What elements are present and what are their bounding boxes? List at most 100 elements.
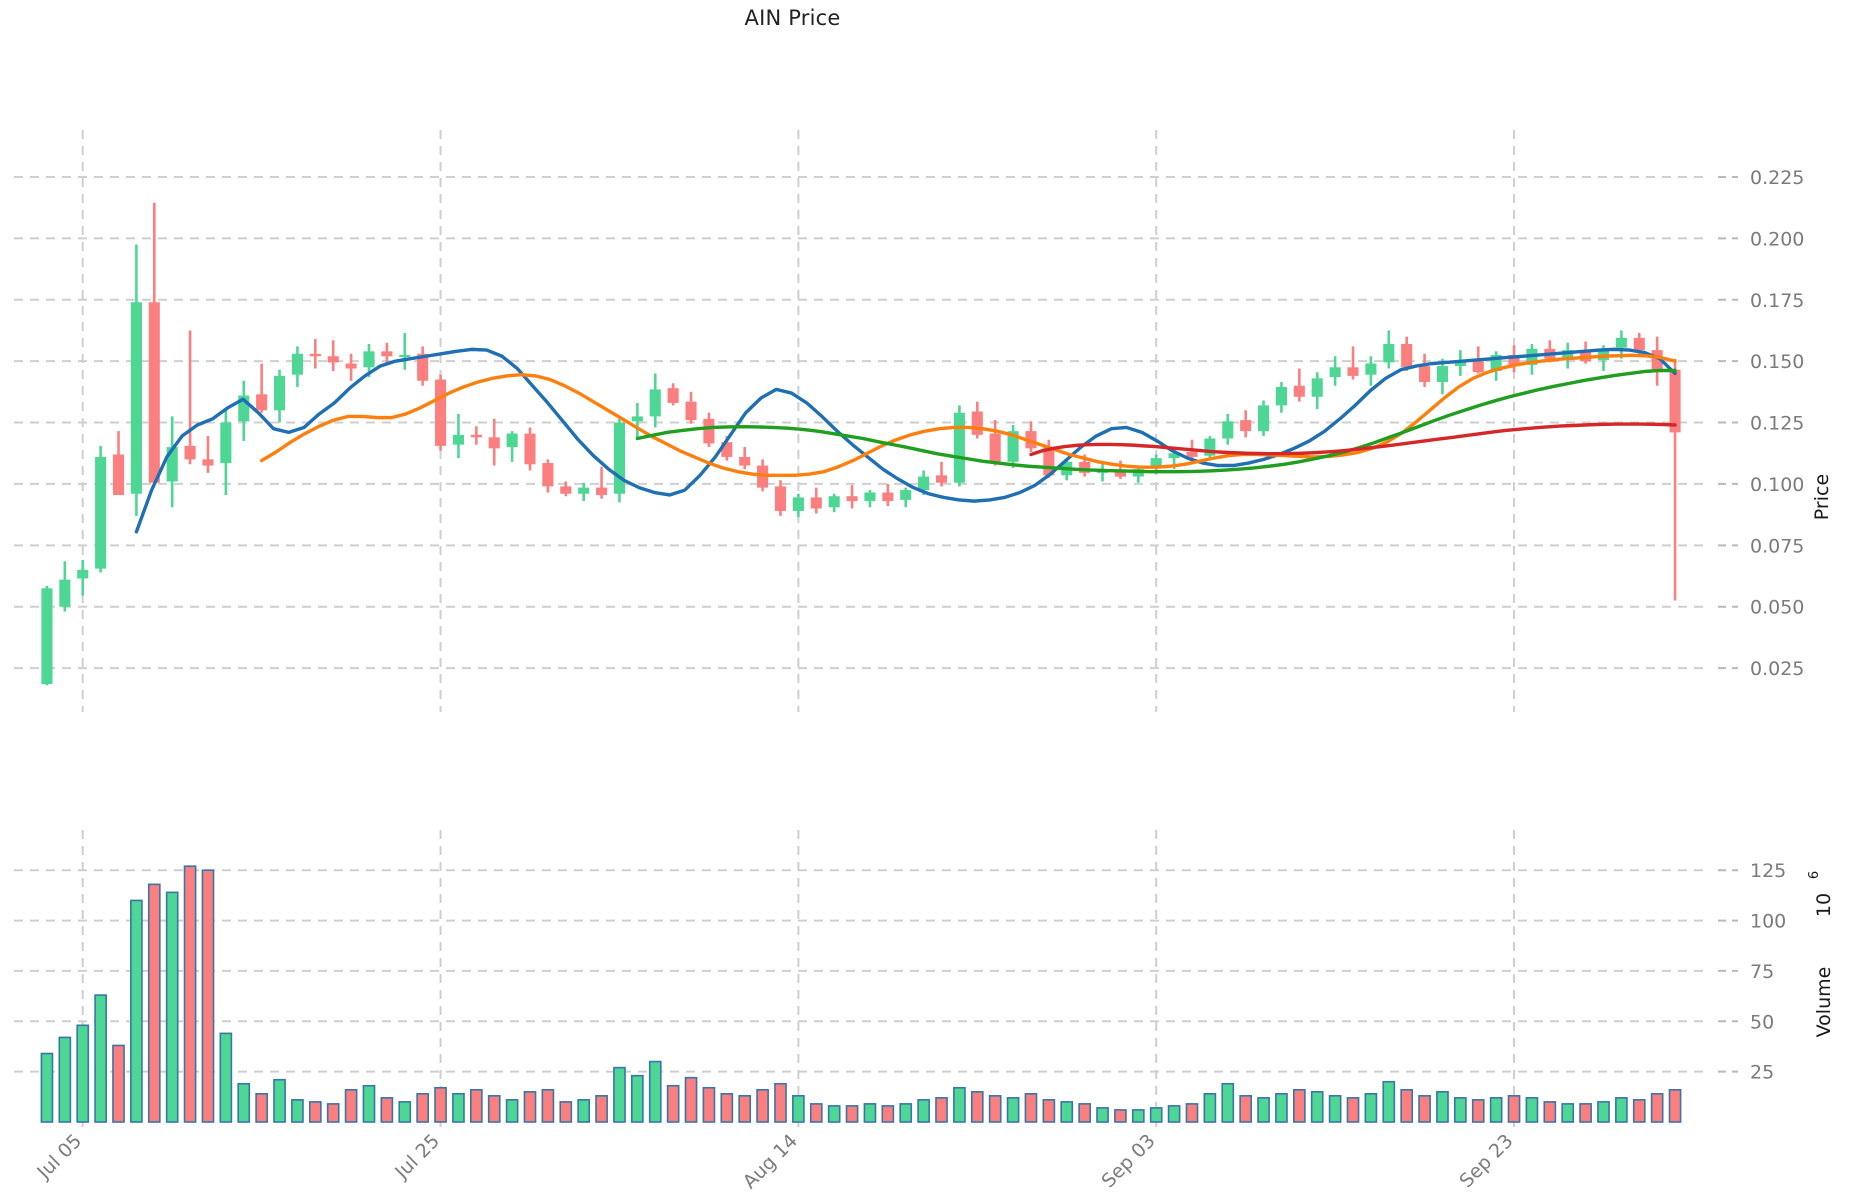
volume-bar xyxy=(523,1090,537,1123)
volume-axis-title: Volume 10 6 xyxy=(1807,871,1835,1037)
candle-body xyxy=(739,456,751,466)
candle-body xyxy=(685,401,697,421)
candle-body xyxy=(1114,469,1126,477)
candle-body xyxy=(381,351,393,357)
volume-bar xyxy=(380,1097,394,1123)
volume-bar xyxy=(631,1074,644,1123)
volume-bar xyxy=(827,1105,841,1123)
volume-bar xyxy=(273,1078,286,1123)
candle-body xyxy=(1472,361,1484,373)
volume-bar xyxy=(183,865,197,1123)
candle-body xyxy=(560,486,572,494)
candle-body xyxy=(1401,343,1413,368)
volume-bar xyxy=(1489,1097,1503,1123)
volume-bar xyxy=(1185,1103,1199,1123)
volume-bar xyxy=(1364,1093,1378,1123)
volume-bar xyxy=(953,1086,966,1123)
volume-bar xyxy=(738,1095,752,1123)
price-axis-title: Price xyxy=(1811,474,1833,520)
volume-bar xyxy=(1042,1099,1056,1123)
candle-body xyxy=(1580,350,1592,362)
candle-body xyxy=(148,302,160,483)
price-tick-label: 0.200 xyxy=(1750,228,1804,250)
candle-body xyxy=(202,459,214,466)
ma-line-ma-mid xyxy=(259,353,1677,478)
candle-body xyxy=(989,433,1001,462)
volume-bar xyxy=(1436,1090,1449,1123)
volume-bar xyxy=(613,1066,626,1123)
candle-body xyxy=(1258,405,1270,432)
volume-gridlines xyxy=(14,869,1710,1073)
volume-bar xyxy=(1632,1099,1646,1123)
volume-bar xyxy=(1167,1105,1181,1123)
volume-bar xyxy=(487,1095,501,1123)
volume-bar xyxy=(720,1093,734,1123)
candle-body xyxy=(256,394,268,411)
candle-body xyxy=(810,497,822,509)
volume-bar xyxy=(541,1088,555,1123)
candle-body xyxy=(596,487,608,495)
candle-body xyxy=(1633,337,1645,351)
volume-bar xyxy=(255,1093,268,1123)
candle-body xyxy=(613,422,626,494)
vertical-gridlines xyxy=(81,130,1516,1134)
volume-bar xyxy=(595,1095,608,1123)
moving-average-lines xyxy=(134,347,1677,534)
candle-body xyxy=(1311,378,1323,397)
ma-line-ma-long xyxy=(635,368,1677,474)
volume-bar xyxy=(845,1105,859,1123)
x-tick-label: Jul 25 xyxy=(390,1130,444,1184)
candle-body xyxy=(953,412,965,483)
candle-body xyxy=(703,418,715,444)
volume-bar xyxy=(577,1099,591,1123)
volume-bar xyxy=(362,1084,376,1123)
price-tick-label: 0.100 xyxy=(1750,474,1804,496)
candle-body xyxy=(1383,343,1395,363)
candle-body xyxy=(1597,348,1610,360)
candle-body xyxy=(721,442,733,457)
volume-bar xyxy=(1096,1107,1109,1123)
candle-body xyxy=(238,395,250,422)
ma-line-ma-short xyxy=(134,347,1677,534)
volume-bar xyxy=(291,1099,304,1123)
volume-bar xyxy=(1006,1097,1020,1123)
x-tick-label: Sep 23 xyxy=(1455,1130,1517,1192)
candle-body xyxy=(882,492,894,502)
volume-bar xyxy=(505,1099,519,1123)
candle-body xyxy=(291,353,303,375)
volume-bar xyxy=(1292,1088,1306,1123)
volume-bar xyxy=(308,1101,322,1123)
volume-bar xyxy=(434,1086,447,1123)
volume-bar xyxy=(1668,1088,1682,1123)
volume-bar xyxy=(1257,1097,1270,1123)
volume-bar xyxy=(1543,1101,1557,1123)
volume-bar xyxy=(1507,1095,1521,1123)
candle-body xyxy=(41,588,53,685)
volume-bar xyxy=(1024,1093,1038,1123)
candle-body xyxy=(1419,366,1431,383)
candle-body xyxy=(524,433,536,465)
volume-bar xyxy=(147,883,161,1123)
volume-bar xyxy=(917,1099,930,1123)
volume-bar xyxy=(40,1052,54,1123)
volume-bar xyxy=(1131,1109,1145,1123)
volume-bar xyxy=(1239,1095,1253,1123)
volume-bar xyxy=(1418,1095,1431,1123)
volume-bars xyxy=(40,865,1682,1123)
volume-bar xyxy=(935,1097,948,1123)
volume-bar xyxy=(881,1105,895,1123)
svg-text:10: 10 xyxy=(1813,893,1835,917)
volume-bar xyxy=(130,899,143,1123)
volume-bar xyxy=(469,1088,483,1123)
svg-text:Volume: Volume xyxy=(1813,967,1835,1038)
candle-body xyxy=(1669,369,1681,433)
candle-body xyxy=(166,447,178,482)
volume-bar xyxy=(1471,1099,1485,1123)
volume-bar xyxy=(58,1036,72,1123)
volume-bar xyxy=(1060,1101,1074,1123)
volume-bar xyxy=(1114,1109,1127,1123)
volume-bar xyxy=(201,869,215,1123)
candle-body xyxy=(578,487,590,494)
candle-body xyxy=(542,463,554,487)
